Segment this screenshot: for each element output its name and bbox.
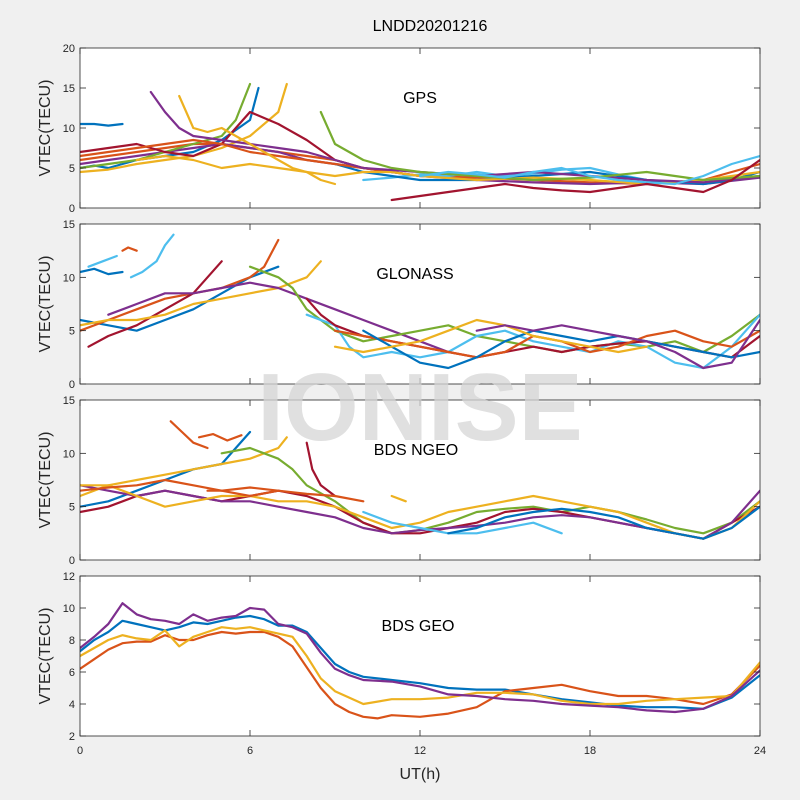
y-tick-label: 5	[69, 502, 75, 514]
series-line-9	[107, 281, 450, 354]
series-line-8	[80, 260, 322, 327]
y-axis-label: VTEC(TECU)	[37, 256, 54, 353]
y-tick-label: 5	[69, 326, 75, 338]
series-line-4	[129, 233, 175, 279]
series-line-16	[178, 94, 337, 186]
series-group	[80, 233, 760, 370]
series-line-9	[80, 138, 393, 174]
series-line-13	[418, 154, 760, 186]
x-tick-label: 0	[77, 745, 83, 757]
panel-title: BDS NGEO	[374, 442, 458, 459]
y-tick-label: 4	[69, 699, 75, 711]
x-tick-label: 24	[754, 745, 766, 757]
subplot-1: 0 5 10 15 20 VTEC(TECU) GPS	[37, 43, 761, 215]
series-line-13	[80, 478, 280, 498]
series-line-2	[80, 630, 760, 720]
series-line-1	[80, 267, 124, 276]
series-line-14	[390, 494, 407, 503]
series-line-14	[362, 329, 760, 370]
series-line-7	[80, 110, 351, 166]
x-tick-label: 6	[247, 745, 253, 757]
series-line-9	[80, 484, 760, 540]
figure-title: LNDD20201216	[373, 18, 488, 35]
series-line-15	[333, 318, 648, 354]
x-axis-label: UT(h)	[400, 766, 441, 783]
y-tick-label: 15	[63, 395, 75, 407]
series-line-12	[447, 505, 760, 540]
y-tick-label: 10	[63, 123, 75, 135]
y-tick-label: 0	[69, 203, 75, 215]
y-tick-label: 12	[63, 571, 75, 583]
series-line-3	[80, 626, 760, 706]
series-line-2	[169, 420, 209, 450]
watermark: IONISE	[257, 354, 582, 461]
y-tick-label: 0	[69, 555, 75, 567]
y-tick-label: 8	[69, 635, 75, 647]
x-tick-label: 12	[414, 745, 426, 757]
y-tick-label: 15	[63, 83, 75, 95]
y-tick-label: 10	[63, 272, 75, 284]
y-tick-label: 0	[69, 379, 75, 391]
series-line-4	[80, 436, 288, 498]
panel-title: GPS	[403, 90, 437, 107]
series-line-4	[80, 602, 760, 714]
series-line-12	[319, 110, 760, 182]
subplot-2: 0 5 10 15 VTEC(TECU) GLONASS	[37, 219, 761, 391]
series-line-2	[87, 254, 118, 268]
series-line-5	[80, 82, 252, 170]
y-tick-label: 10	[63, 603, 75, 615]
series-line-11	[362, 510, 563, 535]
subplot-3: 0 5 10 15 VTEC(TECU) BDS NGEO	[37, 395, 761, 567]
y-axis-label: VTEC(TECU)	[37, 608, 54, 705]
series-line-8	[333, 162, 760, 186]
series-line-11	[149, 90, 760, 184]
series-line-5	[220, 446, 760, 535]
x-tick-label: 18	[584, 745, 596, 757]
y-axis-label: VTEC(TECU)	[37, 80, 54, 177]
series-line-15	[80, 122, 124, 127]
series-group	[80, 602, 760, 720]
y-tick-label: 5	[69, 163, 75, 175]
panel-title: BDS GEO	[382, 618, 455, 635]
y-tick-label: 10	[63, 448, 75, 460]
series-group	[80, 420, 760, 540]
series-line-7	[87, 260, 223, 348]
y-tick-label: 6	[69, 667, 75, 679]
series-group	[80, 82, 760, 202]
y-tick-label: 2	[69, 731, 75, 743]
series-line-10	[135, 154, 760, 186]
panel-title: GLONASS	[376, 266, 453, 283]
y-tick-label: 20	[63, 43, 75, 55]
series-line-16	[475, 318, 760, 370]
series-line-7	[305, 441, 337, 498]
series-line-3	[121, 246, 138, 252]
series-line-3	[197, 433, 243, 442]
y-axis-label: VTEC(TECU)	[37, 432, 54, 529]
series-line-14	[390, 158, 760, 202]
y-tick-label: 15	[63, 219, 75, 231]
